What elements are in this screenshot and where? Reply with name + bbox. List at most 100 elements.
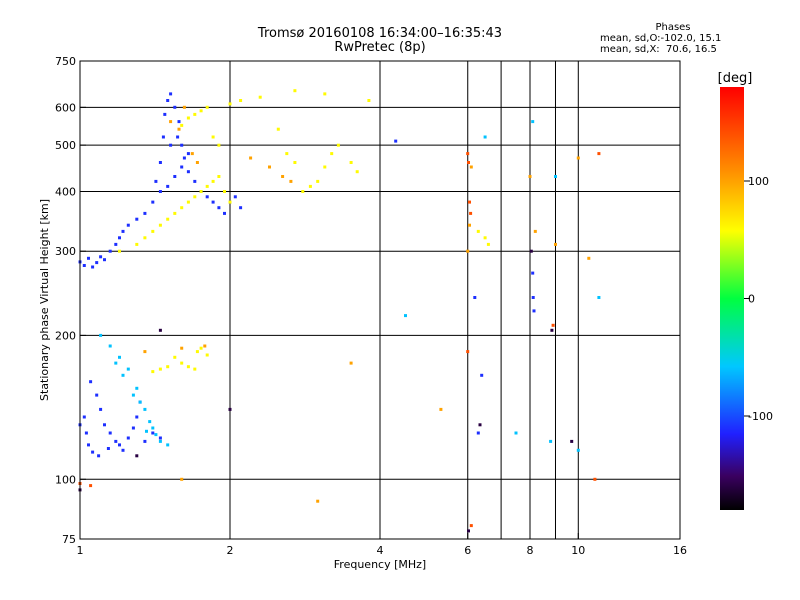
data-point — [223, 190, 226, 193]
data-point — [180, 361, 184, 365]
data-point — [138, 400, 142, 404]
data-point — [549, 439, 553, 443]
phase-stats-x: mean, sd,X: 70.6, 16.5 — [600, 44, 717, 55]
data-point — [114, 439, 118, 443]
data-point — [89, 484, 93, 488]
data-point — [186, 170, 190, 174]
data-point — [158, 161, 162, 164]
data-point — [293, 161, 297, 164]
data-point — [228, 200, 232, 204]
data-point — [301, 190, 305, 193]
data-point — [118, 355, 121, 359]
data-point — [180, 206, 184, 210]
data-point — [293, 89, 297, 93]
data-point — [597, 152, 601, 156]
data-point — [135, 217, 139, 221]
data-point — [91, 450, 95, 454]
data-point — [180, 346, 184, 350]
data-point — [108, 344, 112, 348]
data-point — [135, 386, 139, 390]
data-point — [476, 229, 480, 233]
data-point — [469, 211, 473, 215]
scatter-points — [78, 89, 601, 533]
data-point — [468, 200, 471, 204]
data-point — [276, 127, 280, 131]
data-point — [193, 195, 197, 199]
colorbar-tick-label: 100 — [748, 175, 769, 188]
data-point — [95, 393, 99, 397]
data-point — [193, 179, 197, 183]
data-point — [151, 200, 155, 204]
data-point — [99, 255, 103, 259]
data-point — [89, 380, 93, 384]
data-point — [126, 436, 130, 440]
data-point — [166, 99, 170, 102]
data-point — [439, 407, 443, 411]
data-point — [182, 156, 186, 160]
data-point — [323, 92, 327, 96]
data-point — [531, 296, 535, 299]
data-point — [355, 170, 359, 174]
data-point — [394, 139, 398, 143]
colorbar-tick-label: 0 — [748, 293, 755, 306]
data-point — [468, 223, 471, 227]
x-tick-label: 8 — [527, 544, 534, 557]
data-point — [483, 135, 487, 139]
data-point — [199, 190, 203, 193]
data-point — [205, 184, 209, 188]
data-point — [211, 179, 215, 183]
data-point — [173, 355, 177, 359]
data-point — [143, 407, 147, 411]
data-point — [469, 524, 473, 528]
data-point — [190, 152, 194, 156]
data-point — [467, 161, 470, 164]
colorbar — [720, 87, 744, 510]
data-point — [118, 249, 121, 253]
data-point — [323, 165, 327, 169]
data-point — [87, 443, 90, 447]
data-point — [281, 175, 285, 178]
data-point — [480, 373, 484, 377]
data-point — [99, 333, 103, 337]
data-point — [199, 109, 203, 113]
data-point — [180, 143, 184, 147]
data-point — [158, 439, 162, 443]
data-point — [514, 431, 518, 435]
phase-stats-title: Phases — [655, 22, 691, 33]
data-point — [108, 249, 112, 253]
data-point — [186, 365, 190, 369]
phase-stats-o: mean, sd,O:-102.0, 15.1 — [600, 33, 722, 44]
data-point — [143, 350, 147, 354]
data-point — [106, 447, 110, 450]
data-point — [186, 116, 190, 120]
data-point — [478, 423, 482, 427]
data-point — [103, 423, 106, 427]
data-point — [143, 211, 147, 215]
data-point — [217, 206, 221, 210]
axis-ticks: 1 2 4 6 8 10 16 75 100 200 300 400 500 600 750 — [55, 55, 687, 557]
colorbar-unit-label: [deg] — [718, 71, 753, 86]
x-tick-label: 2 — [227, 544, 234, 557]
data-point — [126, 223, 130, 227]
data-point — [180, 123, 184, 127]
data-point — [533, 229, 537, 233]
data-point — [135, 454, 139, 458]
data-point — [467, 529, 470, 533]
data-point — [158, 328, 162, 332]
data-point — [118, 443, 121, 447]
data-point — [404, 314, 407, 318]
data-point — [99, 407, 103, 411]
colorbar-tick-label: -100 — [748, 410, 773, 423]
data-point — [173, 175, 177, 178]
data-point — [473, 296, 477, 299]
data-point — [126, 367, 130, 371]
phase-stats: Phases mean, sd,O:-102.0, 15.1 mean, sd,… — [600, 22, 730, 55]
colorbar-ticks: 100 0 -100 — [744, 175, 773, 423]
data-point — [145, 429, 148, 433]
data-point — [121, 229, 125, 233]
data-point — [180, 477, 184, 481]
data-point — [205, 353, 209, 357]
data-point — [469, 165, 473, 169]
data-point — [131, 393, 135, 397]
